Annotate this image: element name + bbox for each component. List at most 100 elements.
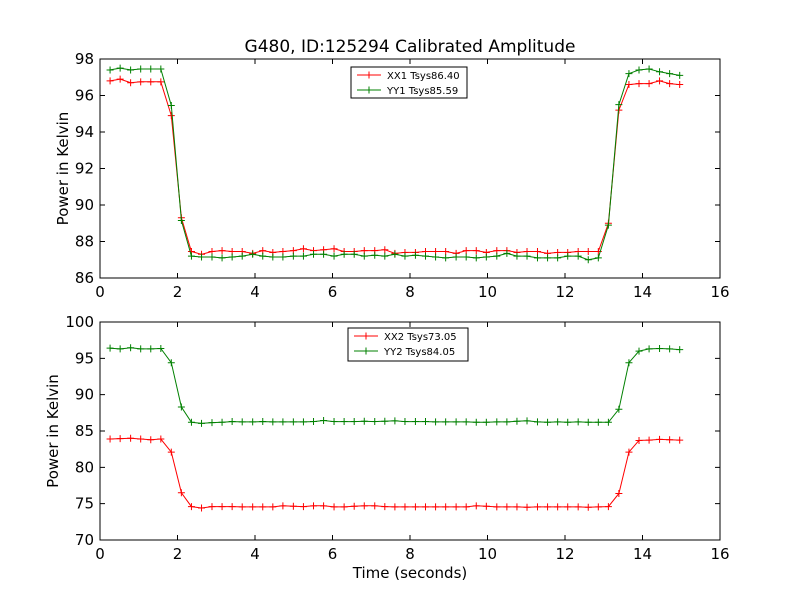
x-tick-label: 16 (710, 545, 729, 563)
data-point (615, 405, 623, 413)
data-point (198, 253, 206, 261)
data-point (452, 503, 460, 511)
data-point (472, 418, 480, 426)
data-point (381, 252, 389, 260)
data-point (371, 502, 379, 510)
data-point (604, 221, 612, 229)
data-point (350, 250, 358, 258)
data-point (137, 65, 145, 73)
data-point (391, 417, 399, 425)
data-point (137, 345, 145, 353)
x-tick-label: 14 (633, 283, 652, 301)
data-point (350, 502, 358, 510)
data-point (584, 503, 592, 511)
data-point (360, 417, 368, 425)
data-point (167, 112, 175, 120)
data-point (533, 248, 541, 256)
legend: XX2 Tsys73.05 YY2 Tsys84.05 (347, 327, 469, 362)
data-point (106, 77, 114, 85)
data-point (350, 418, 358, 426)
data-point (584, 256, 592, 264)
data-point (310, 418, 318, 426)
y-axis-label: Power in Kelvin (44, 374, 62, 488)
data-point (106, 344, 114, 352)
y-tick-label: 80 (75, 458, 94, 476)
data-point (656, 435, 664, 443)
data-point (615, 489, 623, 497)
data-point (127, 344, 135, 352)
x-tick-label: 2 (173, 545, 183, 563)
data-point (401, 418, 409, 426)
data-point (482, 502, 490, 510)
data-point (208, 503, 216, 511)
data-point (656, 345, 664, 353)
data-point (544, 418, 552, 426)
x-tick-label: 10 (478, 283, 497, 301)
data-point (371, 251, 379, 259)
data-point (228, 418, 236, 426)
data-point (645, 345, 653, 353)
data-point (187, 418, 195, 426)
data-point (381, 417, 389, 425)
data-point (177, 489, 185, 497)
data-point (157, 435, 165, 443)
data-point (218, 254, 226, 262)
data-point (442, 254, 450, 262)
data-point (523, 503, 531, 511)
data-point (635, 66, 643, 74)
data-point (635, 436, 643, 444)
data-point (218, 418, 226, 426)
data-point (381, 503, 389, 511)
data-point (208, 419, 216, 427)
data-point (167, 102, 175, 110)
data-point (432, 418, 440, 426)
data-point (177, 403, 185, 411)
data-point (320, 250, 328, 258)
data-point (594, 254, 602, 262)
data-point (625, 359, 633, 367)
data-point (249, 503, 257, 511)
data-point (544, 254, 552, 262)
data-point (564, 418, 572, 426)
data-point (584, 248, 592, 256)
data-point (198, 504, 206, 512)
data-point (401, 252, 409, 260)
data-point (147, 436, 155, 444)
data-point (218, 503, 226, 511)
data-point (269, 503, 277, 511)
data-point (533, 254, 541, 262)
y-tick-label: 70 (75, 531, 94, 549)
data-point (116, 64, 124, 72)
data-point (625, 81, 633, 89)
data-point (452, 253, 460, 261)
y-axis-label: Power in Kelvin (54, 112, 72, 226)
x-axis-label: Time (seconds) (352, 564, 468, 582)
data-point (472, 254, 480, 262)
legend-box (347, 327, 469, 362)
data-point (381, 246, 389, 254)
data-point (147, 78, 155, 86)
data-point (238, 503, 246, 511)
data-point (442, 418, 450, 426)
data-point (594, 503, 602, 511)
data-point (432, 503, 440, 511)
data-point (676, 71, 684, 79)
data-point (666, 80, 674, 88)
data-point (645, 436, 653, 444)
data-point (574, 503, 582, 511)
data-point (330, 252, 338, 260)
data-point (604, 418, 612, 426)
data-point (299, 418, 307, 426)
data-point (503, 503, 511, 511)
data-point (269, 418, 277, 426)
data-point (177, 217, 185, 225)
data-point (411, 418, 419, 426)
data-point (493, 503, 501, 511)
data-point (137, 435, 145, 443)
data-point (625, 448, 633, 456)
data-point (666, 436, 674, 444)
data-point (503, 249, 511, 257)
data-point (167, 359, 175, 367)
top-plot: 0 2 4 6 8 10 12 14 16 86 88 90 92 94 96 98 Power in Kelv… (54, 50, 730, 301)
